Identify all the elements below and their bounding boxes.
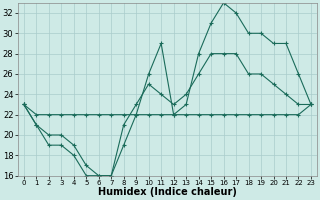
X-axis label: Humidex (Indice chaleur): Humidex (Indice chaleur) xyxy=(98,187,237,197)
